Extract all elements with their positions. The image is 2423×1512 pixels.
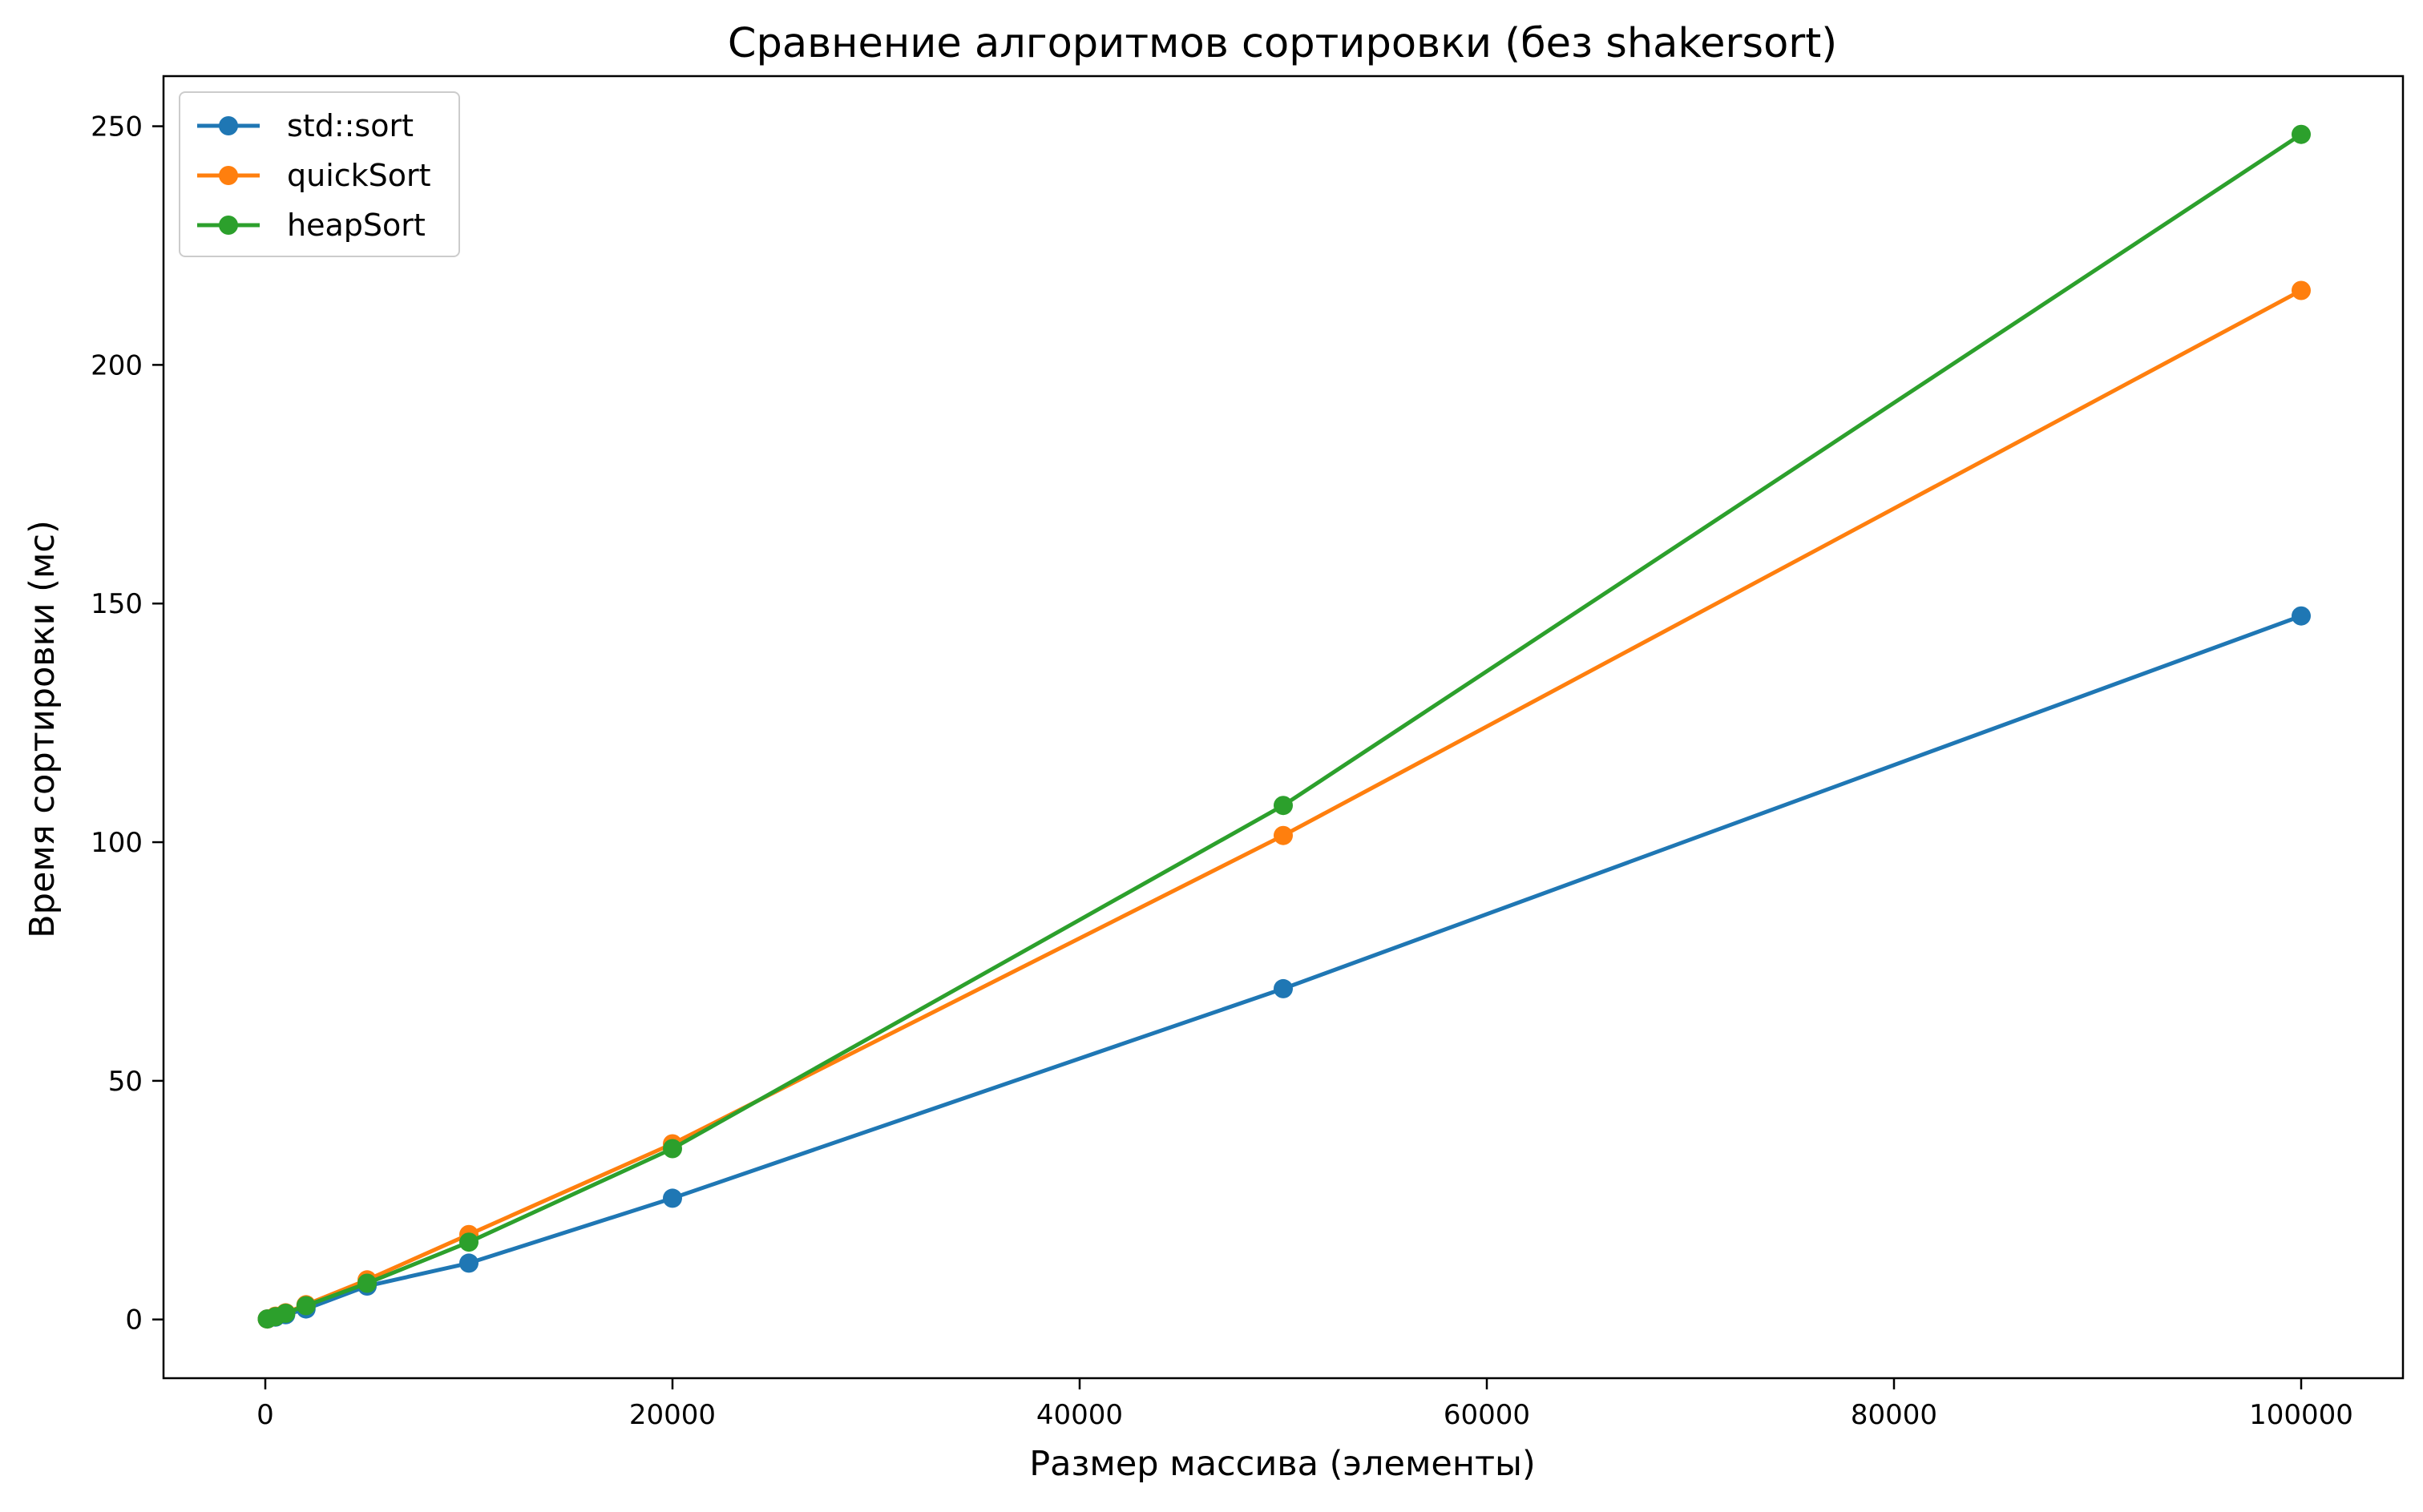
legend-label: std::sort [287,108,414,143]
y-tick-label: 150 [91,588,143,620]
data-point [276,1304,296,1323]
data-point [1274,978,1293,998]
x-tick-label: 0 [256,1399,274,1431]
plot-frame [162,75,2405,1380]
x-tick-label: 20000 [629,1399,716,1431]
data-point [2292,606,2311,626]
legend-box [179,91,460,257]
x-tick-label: 40000 [1036,1399,1123,1431]
data-point [459,1232,479,1252]
legend-marker [219,216,238,235]
x-axis-label: Размер массива (элементы) [1029,1444,1535,1484]
legend-label: heapSort [287,208,426,243]
y-tick-label: 0 [125,1304,143,1337]
data-point [296,1296,316,1316]
x-tick-label: 80000 [1851,1399,1937,1431]
data-point [2292,124,2311,144]
data-point [663,1188,682,1208]
y-axis: 0 50 100 150 200 250 [91,111,164,1337]
data-point [1274,796,1293,816]
legend-marker [219,166,238,185]
chart-title: Сравнение алгоритмов сортировки (без sha… [728,20,1837,67]
data-point [2292,280,2311,300]
y-tick-label: 250 [91,111,143,143]
data-point [459,1253,479,1273]
data-point [663,1139,682,1159]
y-tick-label: 200 [91,349,143,381]
data-point [1274,825,1293,845]
legend-label: quickSort [287,158,431,193]
x-axis: 0 20000 40000 60000 80000 100000 [256,1378,2353,1431]
y-tick-label: 100 [91,827,143,859]
plot-area [162,75,2405,1380]
legend-marker [219,116,238,135]
y-axis-label: Время сортировки (мс) [22,520,63,938]
data-point [357,1273,377,1293]
x-tick-label: 100000 [2249,1399,2353,1431]
y-tick-label: 50 [108,1066,143,1098]
x-tick-label: 60000 [1444,1399,1530,1431]
